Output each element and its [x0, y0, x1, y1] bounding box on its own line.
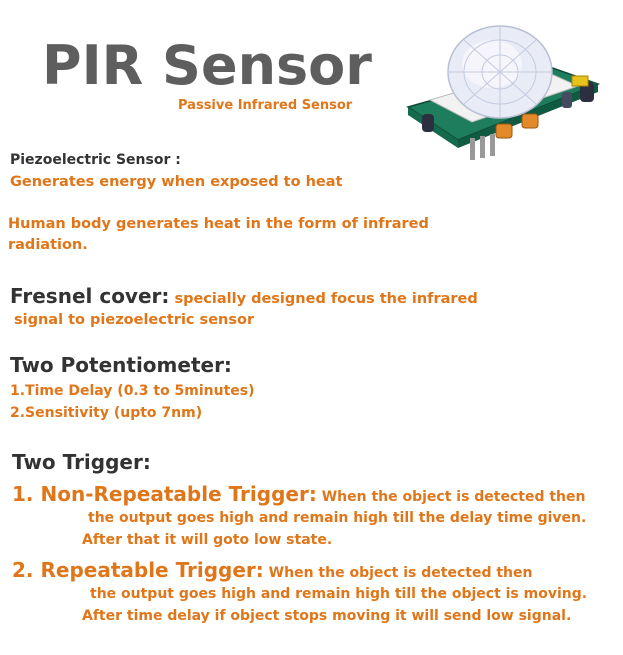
fresnel-heading: Fresnel cover:	[10, 284, 170, 308]
human-body-text-line1: Human body generates heat in the form of…	[8, 216, 429, 232]
potentiometer-item: 2.Sensitivity (upto 7nm)	[10, 405, 203, 421]
potentiometer-item: 1.Time Delay (0.3 to 5minutes)	[10, 383, 255, 399]
piezo-heading: Piezoelectric Sensor :	[10, 152, 181, 168]
trigger-description-line1: When the object is detected then	[316, 489, 586, 505]
human-body-text-line2: radiation.	[8, 237, 88, 253]
trigger-description-line3: After that it will goto low state.	[82, 532, 333, 548]
trigger-item-repeatable: 2. Repeatable Trigger: When the object i…	[12, 558, 532, 582]
page-title: PIR Sensor	[42, 34, 372, 97]
fresnel-section: Fresnel cover: specially designed focus …	[10, 284, 478, 308]
trigger-title: 1. Non-Repeatable Trigger:	[12, 482, 317, 506]
piezo-description: Generates energy when exposed to heat	[10, 174, 343, 190]
trigger-description-line2: the output goes high and remain high til…	[88, 510, 587, 526]
trigger-description-line3: After time delay if object stops moving …	[82, 608, 572, 624]
potentiometer-heading: Two Potentiometer:	[10, 353, 232, 377]
page-subtitle: Passive Infrared Sensor	[178, 98, 353, 113]
trigger-description-line1: When the object is detected then	[263, 565, 533, 581]
trigger-description-line2: the output goes high and remain high til…	[90, 586, 588, 602]
fresnel-description-line2: signal to piezoelectric sensor	[14, 312, 255, 328]
pir-sensor-image	[406, 25, 601, 160]
trigger-heading: Two Trigger:	[12, 450, 151, 474]
fresnel-description-line1: specially designed focus the infrared	[169, 291, 478, 307]
trigger-item-non-repeatable: 1. Non-Repeatable Trigger: When the obje…	[12, 482, 586, 506]
trigger-title: 2. Repeatable Trigger:	[12, 558, 264, 582]
